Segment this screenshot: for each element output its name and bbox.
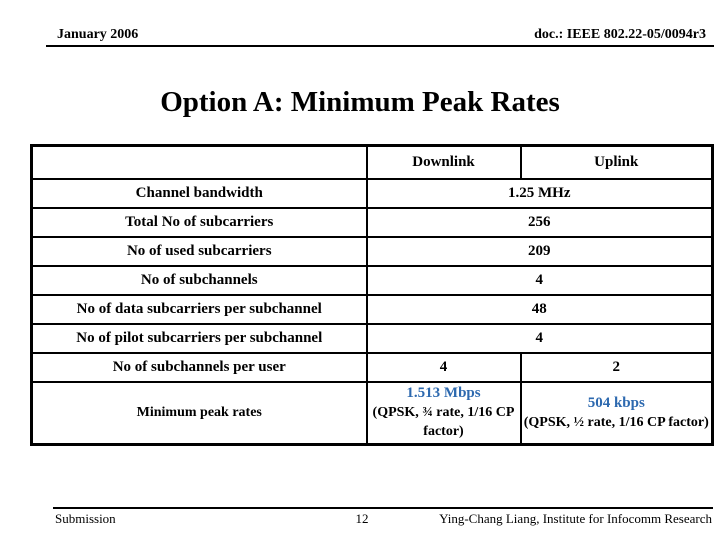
downlink-header-cell: Downlink (365, 144, 522, 180)
uplink-rate-value: 504 kbps (587, 394, 645, 411)
footer-page-number: 12 (355, 511, 369, 526)
table-row: Channel bandwidth 1.25 MHz (30, 177, 714, 209)
table-row: No of used subcarriers 209 (30, 235, 714, 267)
table-row: No of pilot subcarriers per subchannel 4 (30, 322, 714, 354)
row-label: Minimum peak rates (30, 380, 368, 446)
uplink-value: 2 (519, 351, 714, 383)
row-value: 256 (365, 206, 714, 238)
row-value: 48 (365, 293, 714, 325)
minimum-peak-rates-row: Minimum peak rates 1.513 Mbps (QPSK, ¾ r… (30, 380, 714, 446)
downlink-rate-detail: (QPSK, ¾ rate, 1/16 CP factor) (372, 405, 515, 440)
row-value: 4 (365, 264, 714, 296)
slide-title: Option A: Minimum Peak Rates (160, 86, 560, 118)
uplink-rate-cell: 504 kbps (QPSK, ½ rate, 1/16 CP factor) (519, 380, 714, 446)
downlink-value: 4 (365, 351, 522, 383)
downlink-rate-cell: 1.513 Mbps (QPSK, ¾ rate, 1/16 CP factor… (365, 380, 522, 446)
subchannels-per-user-row: No of subchannels per user 4 2 (30, 351, 714, 383)
row-label: No of data subcarriers per subchannel (30, 293, 368, 325)
table-row: Total No of subcarriers 256 (30, 206, 714, 238)
downlink-rate-value: 1.513 Mbps (406, 385, 481, 402)
row-label: Channel bandwidth (30, 177, 368, 209)
row-label: Total No of subcarriers (30, 206, 368, 238)
table-row: No of subchannels 4 (30, 264, 714, 296)
row-label: No of pilot subcarriers per subchannel (30, 322, 368, 354)
row-label: No of subchannels (30, 264, 368, 296)
row-value: 4 (365, 322, 714, 354)
table-header-row: Downlink Uplink (30, 144, 714, 180)
row-label: No of used subcarriers (30, 235, 368, 267)
footer-author: Ying-Chang Liang, Institute for Infocomm… (439, 511, 712, 526)
header-date: January 2006 (57, 27, 139, 42)
parameters-table: Downlink Uplink Channel bandwidth 1.25 M… (30, 144, 714, 446)
footer-submission-label: Submission (55, 511, 116, 526)
empty-corner-cell (30, 144, 368, 180)
row-value: 209 (365, 235, 714, 267)
footer-divider (53, 507, 713, 509)
row-value: 1.25 MHz (365, 177, 714, 209)
row-label: No of subchannels per user (30, 351, 368, 383)
table-row: No of data subcarriers per subchannel 48 (30, 293, 714, 325)
uplink-header-cell: Uplink (519, 144, 714, 180)
header-doc-number: doc.: IEEE 802.22-05/0094r3 (534, 27, 706, 42)
header-divider (46, 45, 714, 47)
uplink-rate-detail: (QPSK, ½ rate, 1/16 CP factor) (523, 414, 709, 430)
